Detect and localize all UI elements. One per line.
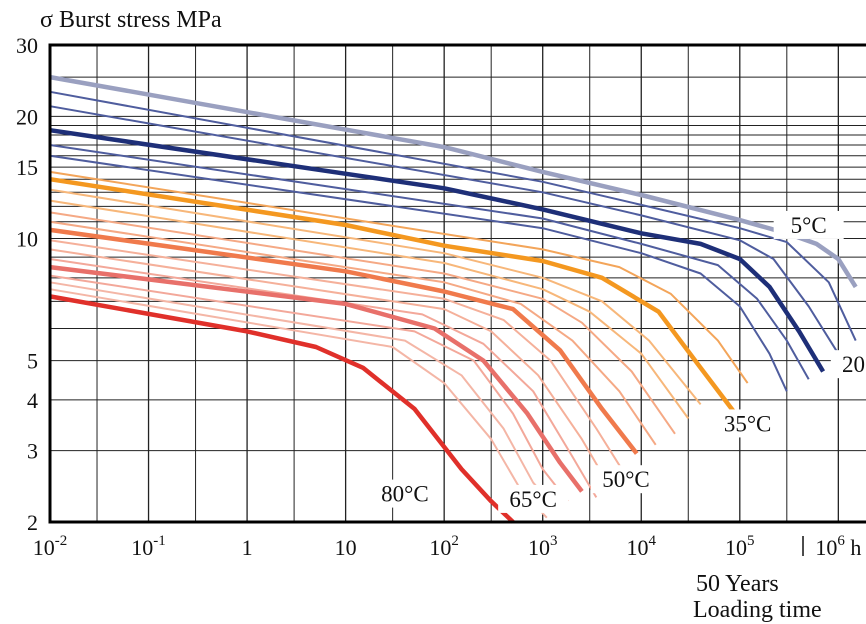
isotherm-50C <box>49 227 639 455</box>
isotherm-line <box>49 144 810 380</box>
svg-text:35°C: 35°C <box>724 411 772 436</box>
y-tick-label: 10 <box>16 227 38 252</box>
series-label-35C: 35°C <box>712 409 783 438</box>
fifty-years-label: 50 Years <box>696 571 779 597</box>
y-tick-label: 5 <box>27 349 38 374</box>
y-tick-label: 4 <box>27 388 38 413</box>
isotherm-5C <box>49 74 858 289</box>
y-tick-label: 15 <box>16 155 38 180</box>
x-tick-label: 102 <box>429 533 459 560</box>
isotherm-20C <box>49 127 826 373</box>
series-label-50C: 50°C <box>590 465 661 494</box>
series-label-5C: 5°C <box>773 210 844 239</box>
y-tick-label: 30 <box>16 33 38 58</box>
isotherm-line <box>49 170 749 384</box>
isotherm-line <box>49 258 598 498</box>
y-axis-label: σ Burst stress MPa <box>40 7 222 33</box>
x-tick-label: 10-2 <box>33 533 68 560</box>
x-tick-label: 105 <box>725 533 755 560</box>
svg-text:65°C: 65°C <box>509 487 557 512</box>
y-tick-label: 3 <box>27 439 38 464</box>
x-tick-label: 10-1 <box>131 533 166 560</box>
x-tick-label: 106 h <box>815 533 861 560</box>
isotherm-80C <box>49 294 515 524</box>
isotherm-line <box>49 188 702 406</box>
isotherm-line <box>49 105 840 355</box>
x-axis-label: Loading time <box>693 597 822 623</box>
svg-text:80°C: 80°C <box>381 482 429 507</box>
isotherm-line <box>49 239 627 477</box>
isotherm-line <box>49 199 690 420</box>
tick-labels: 10-2 10-1 1 10 102 103 104 105 106 h 2 3 4 5 10 15 20 30 <box>16 33 861 560</box>
isotherm-line <box>49 211 676 435</box>
series-label-80C: 80°C <box>369 479 440 508</box>
isotherm-line <box>49 274 569 502</box>
isotherm-line <box>49 220 657 446</box>
x-tick-label: 1 <box>242 535 253 560</box>
isotherm-line <box>49 154 788 392</box>
isotherm-line <box>49 248 613 491</box>
x-tick-label: 104 <box>627 533 657 560</box>
isotherm-35C <box>49 176 738 415</box>
y-tick-label: 20 <box>16 104 38 129</box>
series-label-65C: 65°C <box>498 484 569 513</box>
x-tick-label: 10 <box>335 535 357 560</box>
series-labels: 5°C 20°C 35°C 50°C 65°C 80°C <box>369 210 866 513</box>
y-tick-label: 2 <box>27 510 38 535</box>
curves <box>49 74 858 524</box>
isotherm-line <box>49 90 857 342</box>
svg-text:5°C: 5°C <box>791 213 827 238</box>
x-tick-label: 103 <box>528 533 558 560</box>
isotherm-line <box>49 281 558 510</box>
series-label-20C: 20°C <box>830 350 866 379</box>
svg-text:50°C: 50°C <box>602 467 650 492</box>
svg-text:20°C: 20°C <box>842 352 866 377</box>
plot-frame <box>48 43 866 524</box>
isotherm-65C <box>49 264 584 493</box>
